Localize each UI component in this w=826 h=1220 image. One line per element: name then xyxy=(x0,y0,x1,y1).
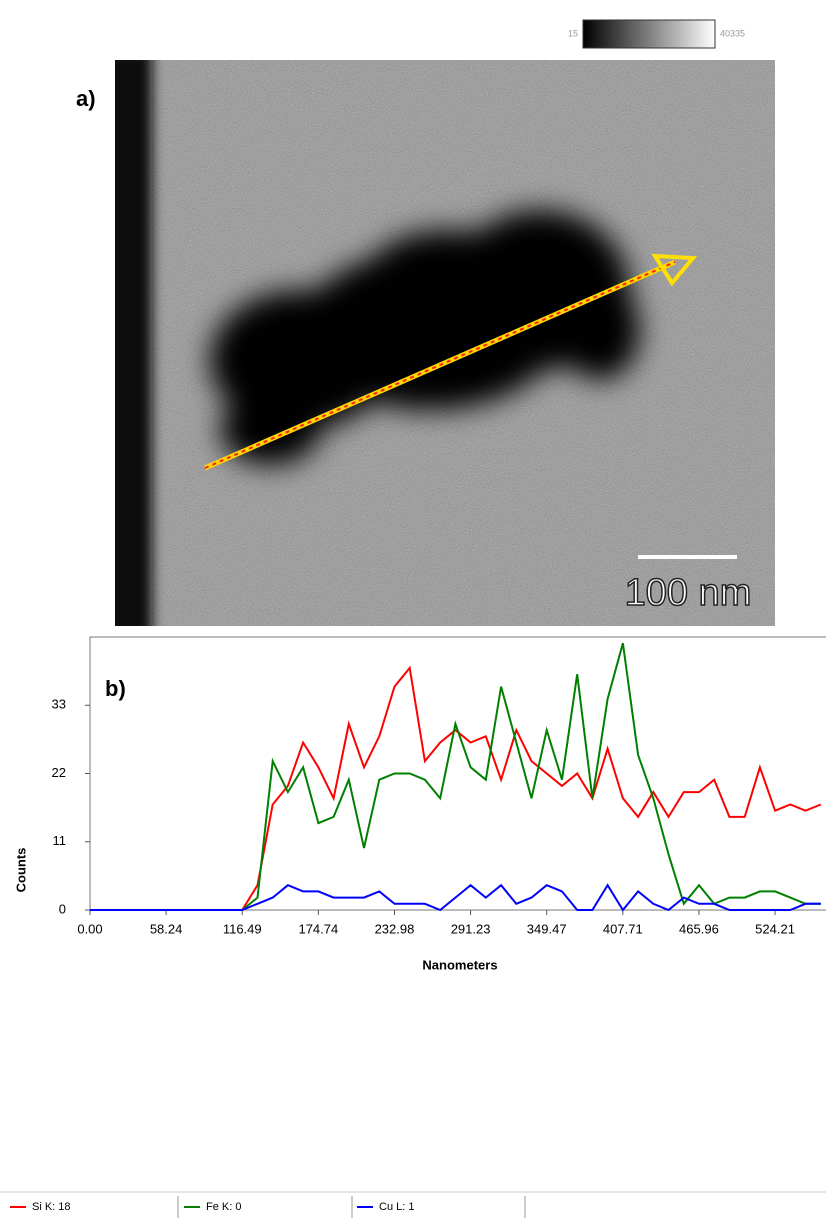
colorbar-min: 15 xyxy=(568,28,578,38)
x-tick-label: 349.47 xyxy=(527,921,567,936)
legend-label: Cu L: 1 xyxy=(379,1201,414,1213)
x-tick-label: 0.00 xyxy=(77,921,102,936)
plot-frame xyxy=(89,636,826,911)
x-tick-label: 232.98 xyxy=(375,921,415,936)
x-tick-label: 291.23 xyxy=(451,921,491,936)
y-tick-label: 11 xyxy=(53,833,67,848)
legend-label: Si K: 18 xyxy=(32,1201,71,1213)
scale-bar-label: 100 nm xyxy=(625,572,752,614)
y-tick-label: 33 xyxy=(52,697,66,712)
x-tick-label: 524.21 xyxy=(755,921,795,936)
x-tick-label: 465.96 xyxy=(679,921,719,936)
y-axis-title: Counts xyxy=(13,848,28,893)
colorbar xyxy=(582,19,716,49)
y-tick-label: 22 xyxy=(52,765,66,780)
x-tick-label: 58.24 xyxy=(150,921,183,936)
panel-label: b) xyxy=(105,676,126,701)
micrograph xyxy=(115,60,775,626)
x-axis-title: Nanometers xyxy=(422,957,497,972)
y-tick-label: 0 xyxy=(59,901,66,916)
colorbar-max: 40335 xyxy=(720,28,745,38)
panel-label: a) xyxy=(76,86,96,111)
x-tick-label: 174.74 xyxy=(298,921,338,936)
legend-label: Fe K: 0 xyxy=(206,1201,241,1213)
x-tick-label: 407.71 xyxy=(603,921,643,936)
x-tick-label: 116.49 xyxy=(223,921,262,936)
series-line xyxy=(90,883,821,912)
